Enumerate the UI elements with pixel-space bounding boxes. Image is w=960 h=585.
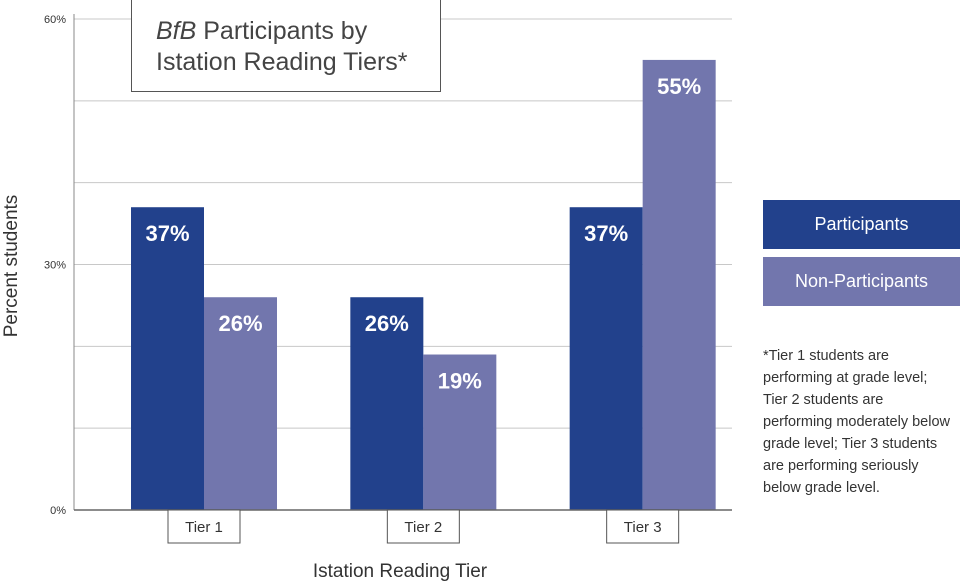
chart-title-box: BfB Participants by Istation Reading Tie…	[131, 0, 441, 92]
bar	[569, 207, 643, 510]
chart-title-emphasis: BfB	[156, 17, 197, 45]
bar-value-labels: 37% 26% 26% 19% 37% 55%	[145, 74, 701, 394]
x-tick-label-box	[386, 509, 460, 544]
legend-label-non-participants: Non-Participants	[794, 271, 929, 291]
bar	[131, 207, 204, 510]
x-tick-label-box	[606, 509, 680, 544]
x-tick-label: Tier 3	[624, 519, 662, 536]
axes: 0% 30% 60% Tier 1 Tier 2 Tier 3	[44, 14, 732, 544]
chart-title-rest: Participants by	[196, 17, 368, 45]
y-tick-label: 60%	[44, 14, 66, 26]
bar	[204, 297, 277, 510]
x-axis-label: Istation Reading Tier	[313, 561, 488, 582]
bar-value-label: 37%	[584, 221, 628, 246]
chart-title-line-2: Istation Reading Tiers*	[156, 48, 408, 76]
bars	[131, 59, 716, 511]
y-tick-label: 0%	[50, 505, 66, 517]
y-axis-label: Percent students	[1, 195, 22, 338]
bar	[423, 354, 497, 510]
footnote: *Tier 1 students are performing at grade…	[763, 348, 950, 496]
y-tick-label: 30%	[44, 260, 66, 272]
bar-value-label: 37%	[145, 221, 189, 246]
bar-value-label: 19%	[438, 369, 482, 394]
bar	[350, 297, 424, 510]
bar-value-label: 26%	[218, 311, 262, 336]
legend-label-participants: Participants	[814, 214, 909, 234]
bar-value-label: 55%	[657, 74, 701, 99]
legend-item-participants: Participants	[763, 200, 960, 249]
chart-title-line-1: BfB Participants by	[156, 16, 440, 47]
x-tick-label: Tier 2	[404, 519, 442, 536]
legend-item-non-participants: Non-Participants	[763, 257, 960, 306]
x-tick-label-box	[167, 509, 241, 544]
bar-value-label: 26%	[365, 311, 409, 336]
x-tick-label: Tier 1	[185, 519, 223, 536]
bar	[642, 59, 716, 511]
